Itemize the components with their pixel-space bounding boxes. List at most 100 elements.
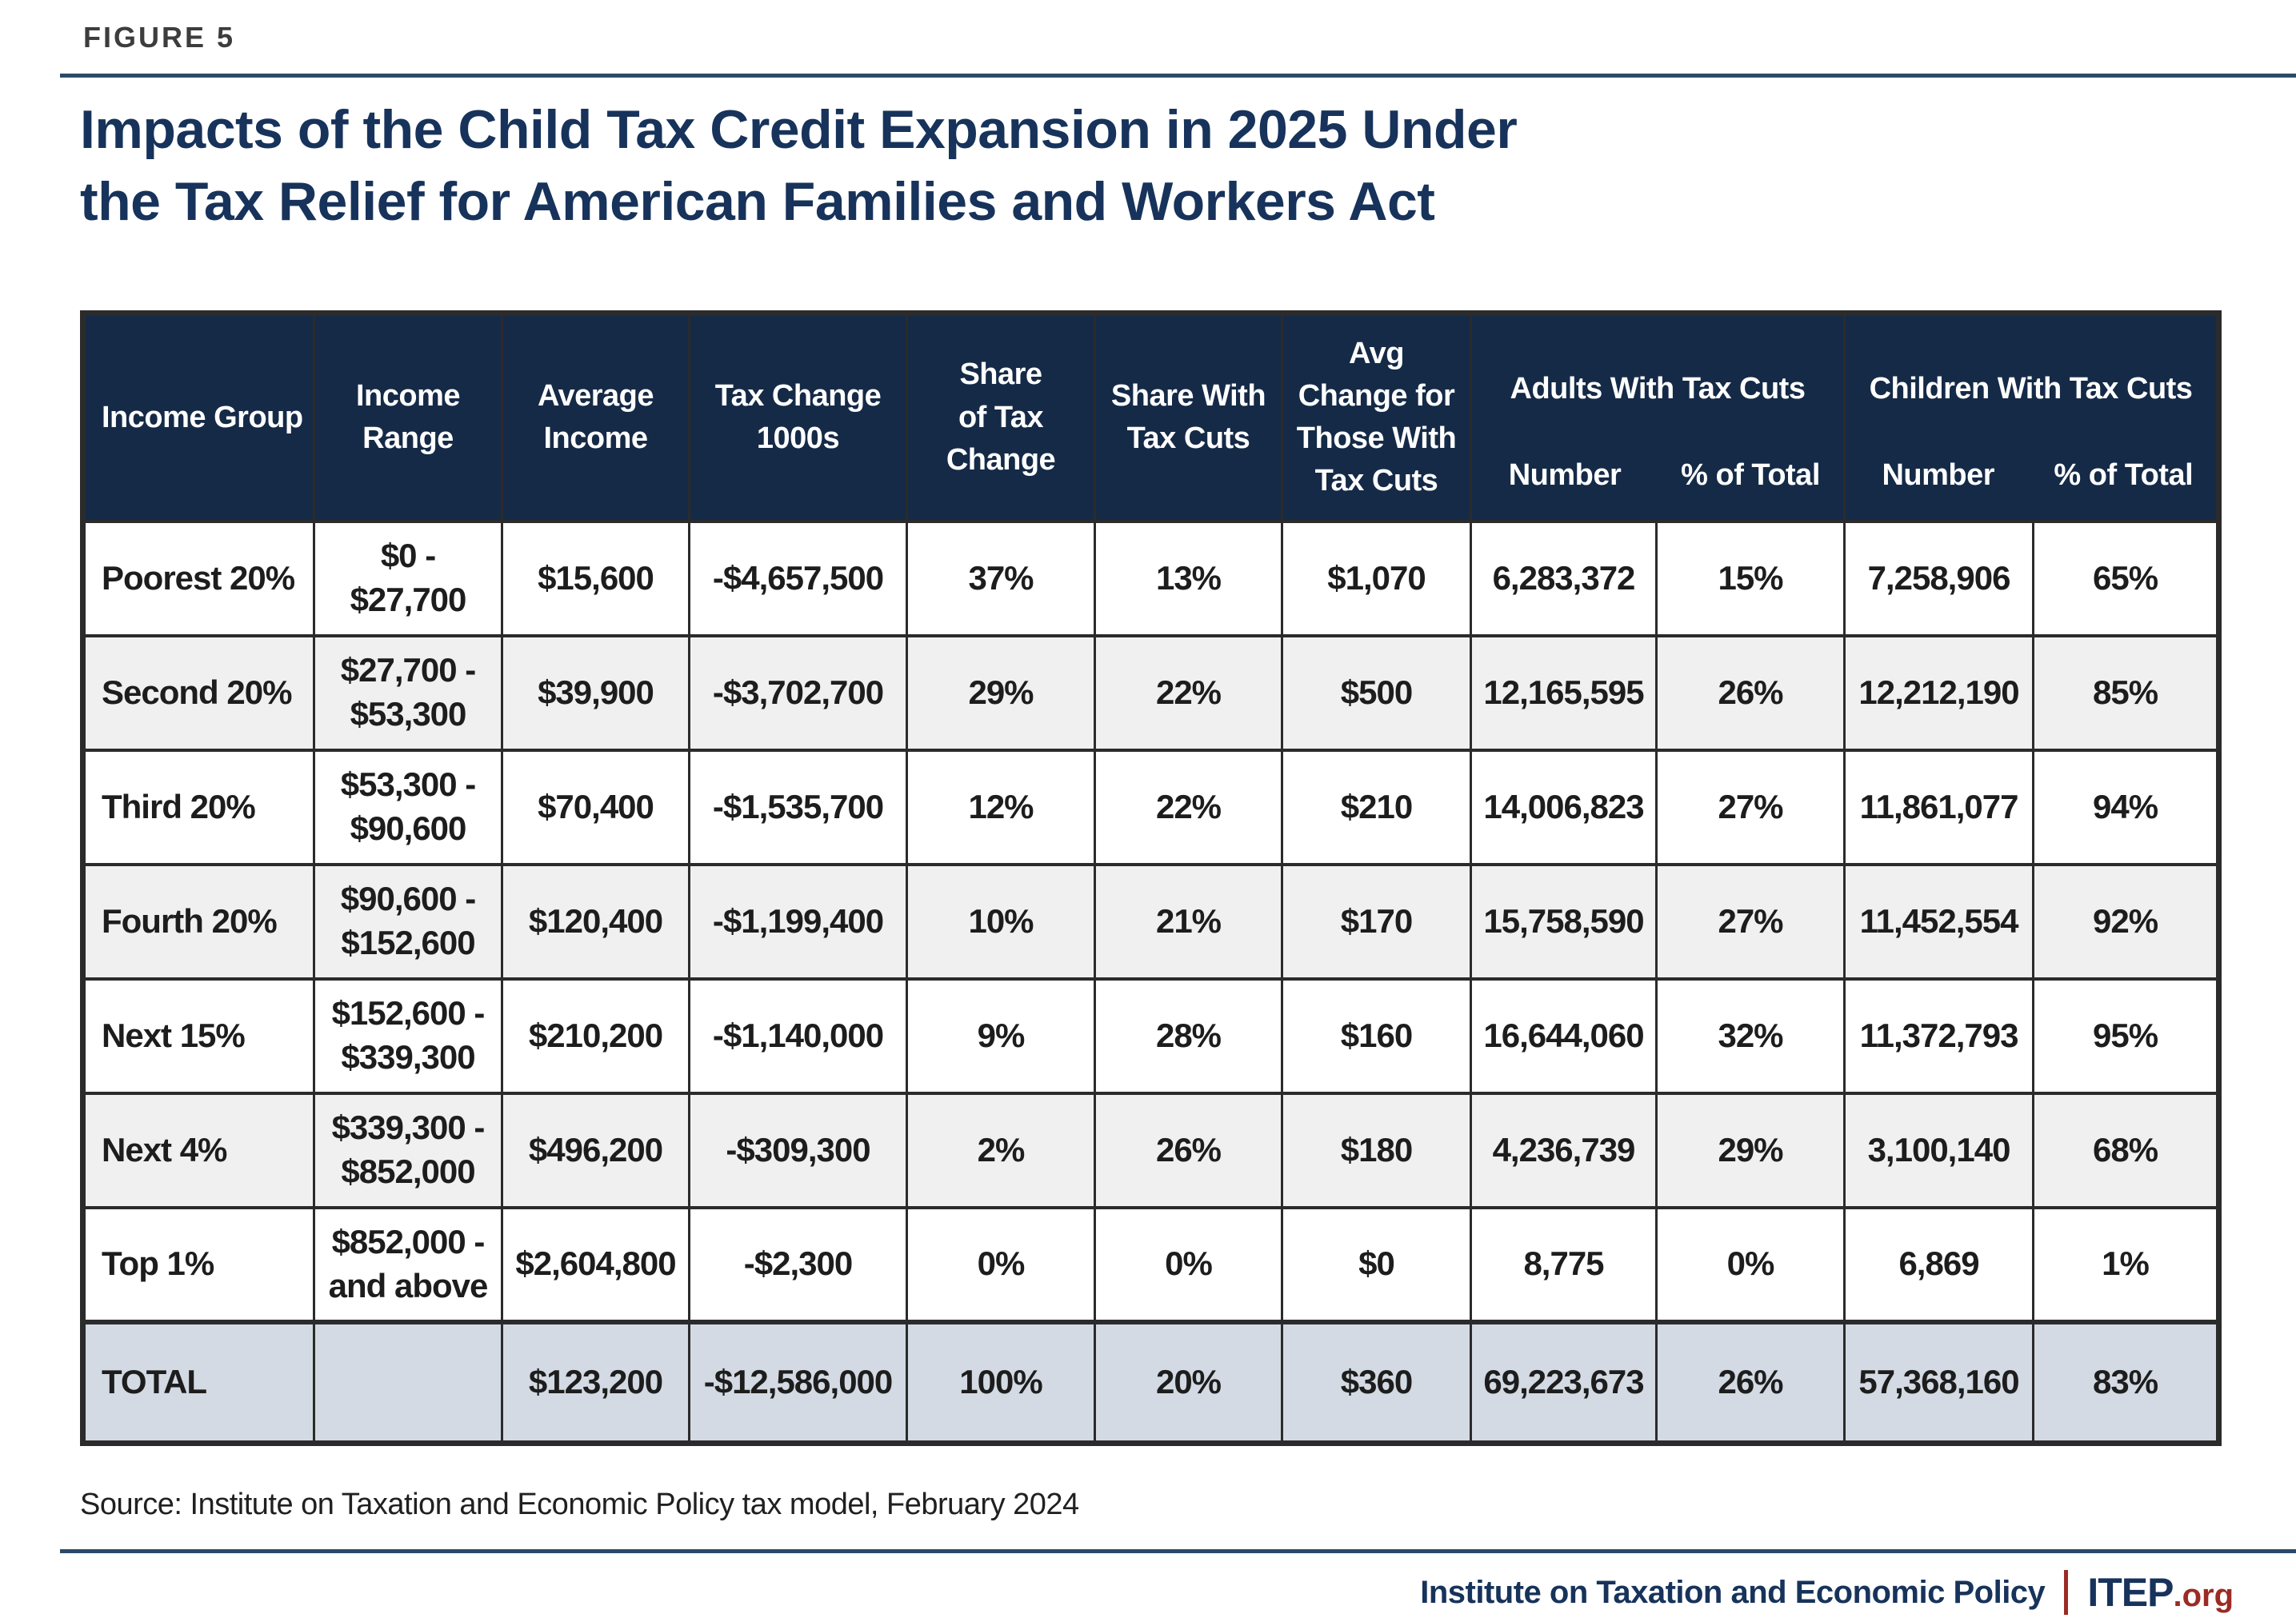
footer-org-name: Institute on Taxation and Economic Polic… bbox=[1420, 1574, 2046, 1610]
row-label-cell: Fourth 20% bbox=[82, 862, 315, 981]
header-children-group: Children With Tax Cuts Number % of Total bbox=[1843, 311, 2221, 523]
data-cell: 15% bbox=[1654, 519, 1846, 637]
total-row: TOTAL $123,200 -$12,586,000 100% 20% $36… bbox=[82, 1319, 2221, 1445]
data-cell: 1% bbox=[2032, 1205, 2221, 1324]
data-cell: 29% bbox=[1654, 1091, 1846, 1209]
data-cell: $123,200 bbox=[501, 1319, 690, 1445]
table-row: Third 20% $53,300 - $90,600 $70,400 -$1,… bbox=[82, 748, 2221, 866]
data-cell: $500 bbox=[1281, 633, 1472, 752]
data-cell: 3,100,140 bbox=[1843, 1091, 2035, 1209]
row-label-cell: Poorest 20% bbox=[82, 519, 315, 637]
data-cell: $152,600 - $339,300 bbox=[313, 977, 503, 1095]
header-avg-change: Avg Change for Those With Tax Cuts bbox=[1281, 311, 1472, 523]
data-cell: 7,258,906 bbox=[1843, 519, 2035, 637]
data-cell: 26% bbox=[1094, 1091, 1283, 1209]
data-cell: 12,165,595 bbox=[1470, 633, 1658, 752]
data-cell: 12,212,190 bbox=[1843, 633, 2035, 752]
header-adults-number: Number bbox=[1508, 457, 1622, 492]
data-cell: 85% bbox=[2032, 633, 2221, 752]
data-cell: $0 bbox=[1281, 1205, 1472, 1324]
data-cell: $90,600 - $152,600 bbox=[313, 862, 503, 981]
data-cell: 0% bbox=[1094, 1205, 1283, 1324]
header-adults-group: Adults With Tax Cuts Number % of Total bbox=[1469, 311, 1846, 523]
data-cell: 100% bbox=[906, 1319, 1096, 1445]
data-cell: -$3,702,700 bbox=[688, 633, 908, 752]
top-divider bbox=[60, 74, 2296, 78]
table-row: Second 20% $27,700 - $53,300 $39,900 -$3… bbox=[82, 633, 2221, 752]
data-cell: 6,283,372 bbox=[1470, 519, 1658, 637]
data-cell: 22% bbox=[1094, 748, 1283, 866]
data-cell: $0 - $27,700 bbox=[313, 519, 503, 637]
data-cell: -$4,657,500 bbox=[688, 519, 908, 637]
header-adults-label: Adults With Tax Cuts bbox=[1510, 371, 1806, 406]
data-cell: 92% bbox=[2032, 862, 2221, 981]
data-cell: 26% bbox=[1654, 1319, 1846, 1445]
data-cell: $120,400 bbox=[501, 862, 690, 981]
data-cell: 16,644,060 bbox=[1470, 977, 1658, 1095]
source-note: Source: Institute on Taxation and Econom… bbox=[80, 1488, 1079, 1521]
header-children-pct: % of Total bbox=[2054, 457, 2194, 492]
data-cell: $170 bbox=[1281, 862, 1472, 981]
data-cell: 0% bbox=[1654, 1205, 1846, 1324]
header-income-group: Income Group bbox=[82, 311, 315, 523]
data-cell: 15,758,590 bbox=[1470, 862, 1658, 981]
adults-subheader-row: Number % of Total bbox=[1474, 454, 1842, 517]
data-cell: 83% bbox=[2032, 1319, 2221, 1445]
impact-table: Income Group Income Range Average Income… bbox=[80, 310, 2222, 1446]
data-cell: 32% bbox=[1654, 977, 1846, 1095]
table-row: Fourth 20% $90,600 - $152,600 $120,400 -… bbox=[82, 862, 2221, 981]
data-cell: $360 bbox=[1281, 1319, 1472, 1445]
data-cell: 10% bbox=[906, 862, 1096, 981]
table-row: Next 15% $152,600 - $339,300 $210,200 -$… bbox=[82, 977, 2221, 1095]
footer-logo-org-suffix: .org bbox=[2173, 1578, 2234, 1613]
bottom-divider bbox=[60, 1549, 2296, 1553]
data-cell: 2% bbox=[906, 1091, 1096, 1209]
header-average-income: Average Income bbox=[501, 311, 690, 523]
data-cell: -$309,300 bbox=[688, 1091, 908, 1209]
header-children-label: Children With Tax Cuts bbox=[1869, 371, 2193, 406]
header-adults-pct: % of Total bbox=[1681, 457, 1820, 492]
header-share-with-tax-cuts: Share With Tax Cuts bbox=[1094, 311, 1283, 523]
header-share-of-tax-change: Share of Tax Change bbox=[906, 311, 1096, 523]
footer-logo-itep: ITEP bbox=[2087, 1570, 2174, 1615]
data-cell: $15,600 bbox=[501, 519, 690, 637]
children-group-inner: Children With Tax Cuts Number % of Total bbox=[1847, 317, 2217, 518]
data-cell: $210 bbox=[1281, 748, 1472, 866]
row-label-cell: Top 1% bbox=[82, 1205, 315, 1324]
table-row: Poorest 20% $0 - $27,700 $15,600 -$4,657… bbox=[82, 519, 2221, 637]
data-cell: -$1,140,000 bbox=[688, 977, 908, 1095]
data-cell: $180 bbox=[1281, 1091, 1472, 1209]
data-cell: $53,300 - $90,600 bbox=[313, 748, 503, 866]
row-label-cell: TOTAL bbox=[82, 1319, 315, 1445]
data-cell: $1,070 bbox=[1281, 519, 1472, 637]
children-subheader-row: Number % of Total bbox=[1847, 454, 2217, 517]
data-cell: 37% bbox=[906, 519, 1096, 637]
footer-branding: Institute on Taxation and Economic Polic… bbox=[1420, 1569, 2234, 1616]
footer-divider-bar bbox=[2064, 1570, 2069, 1615]
data-cell: 27% bbox=[1654, 862, 1846, 981]
data-cell: 29% bbox=[906, 633, 1096, 752]
data-cell: 26% bbox=[1654, 633, 1846, 752]
data-cell: 12% bbox=[906, 748, 1096, 866]
data-cell: -$1,535,700 bbox=[688, 748, 908, 866]
page-title: Impacts of the Child Tax Credit Expansio… bbox=[80, 99, 1518, 232]
data-cell: -$2,300 bbox=[688, 1205, 908, 1324]
data-cell: 9% bbox=[906, 977, 1096, 1095]
data-cell: 21% bbox=[1094, 862, 1283, 981]
footer-logo: ITEP .org bbox=[2087, 1569, 2234, 1616]
header-income-range: Income Range bbox=[313, 311, 503, 523]
data-cell: 13% bbox=[1094, 519, 1283, 637]
data-cell: $2,604,800 bbox=[501, 1205, 690, 1324]
data-cell: 4,236,739 bbox=[1470, 1091, 1658, 1209]
row-label-cell: Next 15% bbox=[82, 977, 315, 1095]
header-children-number: Number bbox=[1882, 457, 1995, 492]
data-cell: 11,452,554 bbox=[1843, 862, 2035, 981]
data-cell: 20% bbox=[1094, 1319, 1283, 1445]
data-cell: 57,368,160 bbox=[1843, 1319, 2035, 1445]
data-cell: -$1,199,400 bbox=[688, 862, 908, 981]
data-cell: $496,200 bbox=[501, 1091, 690, 1209]
data-cell: $210,200 bbox=[501, 977, 690, 1095]
data-cell: 69,223,673 bbox=[1470, 1319, 1658, 1445]
data-cell: 11,372,793 bbox=[1843, 977, 2035, 1095]
data-cell: 94% bbox=[2032, 748, 2221, 866]
